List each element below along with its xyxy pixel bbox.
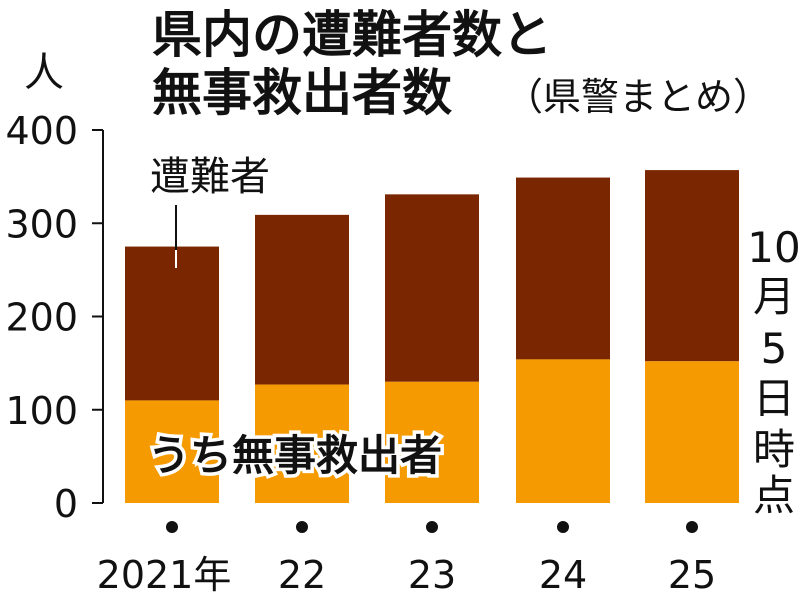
x-tick-label: 24 (539, 553, 587, 597)
x-tick-label: 23 (408, 553, 456, 597)
source-note: （県警まとめ） (505, 75, 771, 119)
y-tick-label: 200 (5, 296, 78, 340)
x-tick-label: 22 (278, 553, 326, 597)
bar-victims-3 (516, 177, 610, 360)
y-tick-label: 400 (5, 109, 78, 153)
side-note-char: 点 (753, 471, 795, 520)
bar-rescued-3 (516, 359, 610, 503)
title-line-2: 無事救出者数 (152, 64, 452, 122)
side-note-char: 5 (761, 324, 788, 373)
bar-rescued-1 (255, 384, 349, 503)
x-tick-dot (426, 521, 438, 533)
x-tick-label: 2021年 (97, 553, 232, 597)
label-rescued: うち無事救出者 (148, 431, 442, 480)
bar-victims-2 (385, 194, 479, 382)
label-victims: 遭難者 (150, 154, 270, 200)
x-tick-dot (296, 521, 308, 533)
side-note-char: 月 (753, 272, 795, 321)
y-tick-label: 0 (54, 482, 78, 526)
x-tick-dot (166, 521, 178, 533)
y-tick-label: 300 (5, 202, 78, 246)
side-note-char: 時 (753, 425, 795, 474)
bar-rescued-2 (385, 381, 479, 503)
chart-title: 県内の遭難者数と 無事救出者数 （県警まとめ） (152, 6, 771, 122)
x-tick-label: 25 (668, 553, 716, 597)
x-tick-dot (686, 521, 698, 533)
title-line-1: 県内の遭難者数と (152, 6, 552, 64)
bar-victims-4 (645, 170, 739, 362)
side-note-char: 日 (753, 374, 795, 423)
y-axis-unit: 人 (24, 50, 64, 96)
y-tick-label: 100 (5, 389, 78, 433)
bar-victims-0 (125, 246, 219, 401)
x-tick-dot (557, 521, 569, 533)
side-note-char: 10 (747, 223, 800, 272)
bar-rescued-0 (125, 400, 219, 503)
bar-victims-1 (255, 214, 349, 385)
bar-rescued-4 (645, 361, 739, 503)
